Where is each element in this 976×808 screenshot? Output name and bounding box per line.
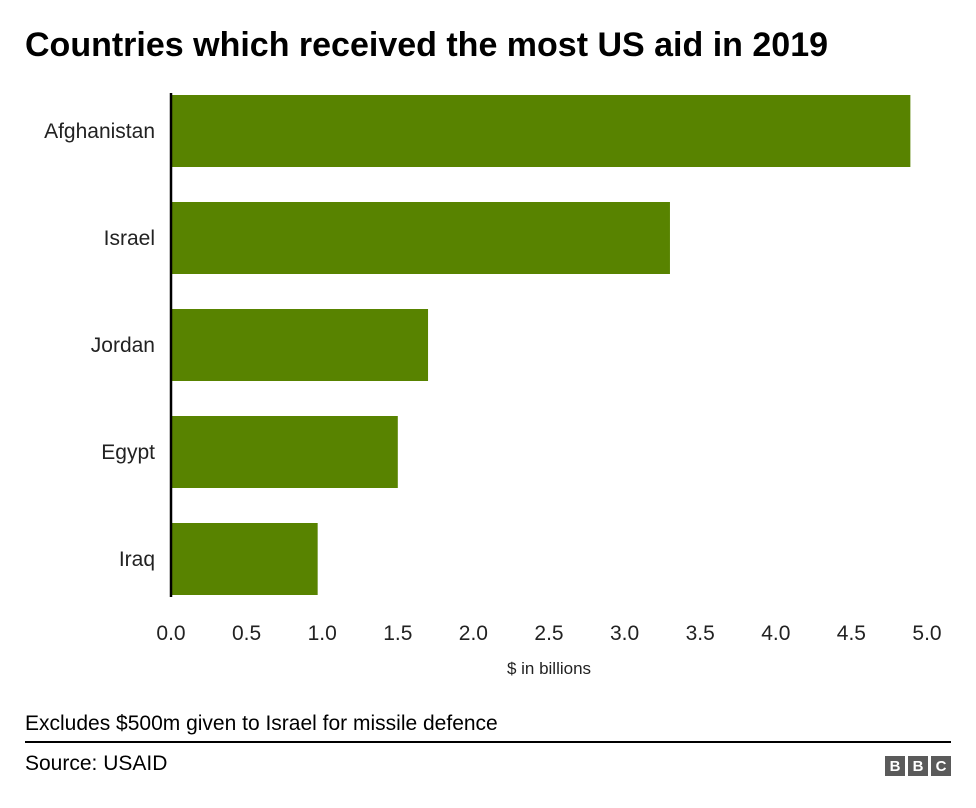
bar <box>171 202 670 274</box>
bar <box>171 416 398 488</box>
x-tick-label: 0.5 <box>232 622 261 645</box>
category-label: Jordan <box>91 334 155 357</box>
logo-letter: C <box>931 756 951 776</box>
x-tick-label: 3.5 <box>686 622 715 645</box>
logo-letter: B <box>885 756 905 776</box>
x-tick-label: 3.0 <box>610 622 639 645</box>
category-label: Egypt <box>101 441 155 464</box>
x-tick-label: 2.0 <box>459 622 488 645</box>
logo-letter: B <box>908 756 928 776</box>
x-tick-label: 4.0 <box>761 622 790 645</box>
x-tick-label: 2.5 <box>534 622 563 645</box>
bar <box>171 523 318 595</box>
x-tick-label: 5.0 <box>912 622 941 645</box>
x-tick-label: 1.5 <box>383 622 412 645</box>
source: Source: USAID <box>25 752 168 775</box>
chart-title: Countries which received the most US aid… <box>25 26 829 64</box>
bar <box>171 309 429 381</box>
bar <box>171 95 911 167</box>
x-tick-label: 4.5 <box>837 622 866 645</box>
footnote: Excludes $500m given to Israel for missi… <box>25 712 498 735</box>
x-tick-label: 1.0 <box>308 622 337 645</box>
x-axis-label: $ in billions <box>507 659 591 678</box>
category-label: Iraq <box>119 548 155 571</box>
divider <box>25 741 951 743</box>
category-label: Israel <box>104 227 155 250</box>
x-tick-label: 0.0 <box>156 622 185 645</box>
plot-area: Afghanistan Israel Jordan Egypt Iraq 0.0 0.5 1.… <box>44 93 942 678</box>
category-label: Afghanistan <box>44 120 155 143</box>
